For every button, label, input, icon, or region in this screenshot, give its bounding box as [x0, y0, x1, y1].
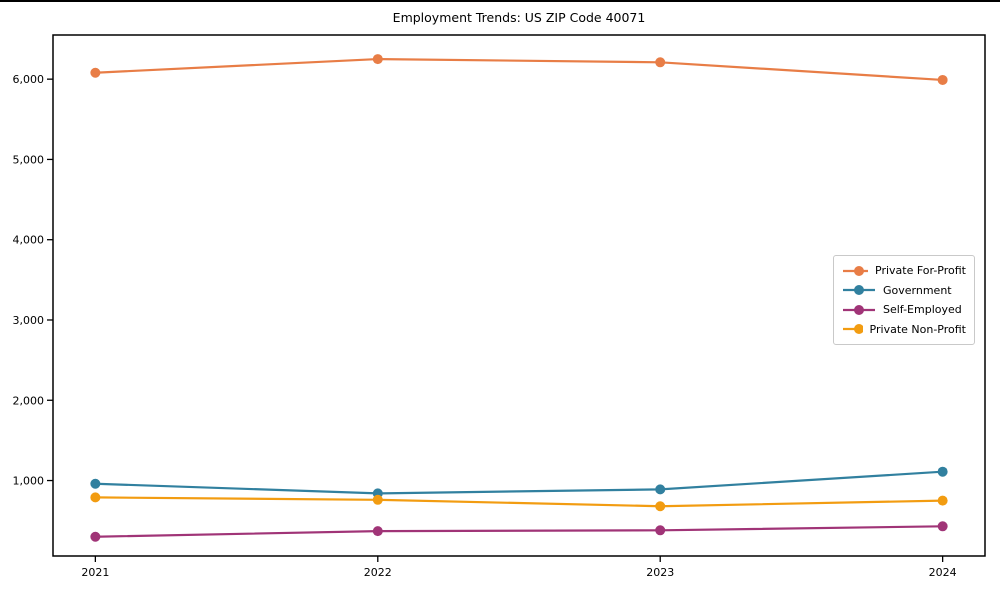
chart-title: Employment Trends: US ZIP Code 40071	[392, 10, 646, 25]
data-point-government	[655, 484, 666, 495]
legend-label: Private Non-Profit	[869, 322, 966, 336]
x-tick-label: 2024	[929, 566, 957, 579]
data-point-private-for-profit	[90, 67, 101, 78]
legend-label: Private For-Profit	[875, 264, 966, 278]
data-point-private-non-profit	[90, 492, 101, 503]
legend-label: Government	[883, 283, 952, 297]
y-tick-label: 2,000	[13, 394, 45, 407]
data-point-self-employed	[655, 525, 666, 536]
legend-line-marker-icon	[843, 265, 868, 276]
legend-line-marker-icon	[843, 324, 863, 335]
x-tick-label: 2021	[81, 566, 109, 579]
data-point-self-employed	[937, 521, 948, 532]
legend-marker	[854, 285, 864, 296]
data-point-government	[90, 478, 101, 489]
data-point-self-employed	[372, 526, 383, 537]
x-tick-label: 2022	[364, 566, 392, 579]
legend-label: Self-Employed	[883, 303, 962, 317]
series-line-self-employed	[94, 525, 944, 538]
data-point-self-employed	[90, 531, 101, 542]
y-tick-label: 6,000	[13, 73, 45, 86]
legend-marker	[854, 324, 863, 335]
x-tick-label: 2023	[646, 566, 674, 579]
y-tick-label: 4,000	[13, 234, 45, 247]
legend-marker	[854, 265, 864, 276]
legend-marker	[854, 304, 864, 315]
data-point-private-for-profit	[937, 74, 948, 85]
y-tick-label: 5,000	[13, 153, 45, 166]
window-top-border	[0, 0, 1000, 2]
y-tick-label: 1,000	[13, 475, 45, 488]
series-line-government	[94, 470, 944, 495]
data-point-government	[937, 466, 948, 477]
axes-frame	[52, 34, 986, 557]
data-point-private-for-profit	[655, 57, 666, 68]
legend-item-private-non-profit: Private Non-Profit	[842, 320, 966, 339]
data-point-private-non-profit	[937, 495, 948, 506]
data-point-private-for-profit	[372, 54, 383, 65]
data-point-private-non-profit	[372, 494, 383, 505]
legend: Private For-Profit Government Self-Employe…	[833, 255, 975, 345]
y-tick-label: 3,000	[13, 314, 45, 327]
data-point-private-non-profit	[655, 501, 666, 512]
series-line-private-for-profit	[94, 57, 944, 82]
legend-line-marker-icon	[843, 285, 875, 296]
legend-line-marker-icon	[843, 304, 875, 315]
series-line-private-non-profit	[94, 496, 944, 508]
legend-item-private-for-profit: Private For-Profit	[842, 261, 966, 280]
legend-item-self-employed: Self-Employed	[842, 300, 966, 319]
legend-item-government: Government	[842, 281, 966, 300]
